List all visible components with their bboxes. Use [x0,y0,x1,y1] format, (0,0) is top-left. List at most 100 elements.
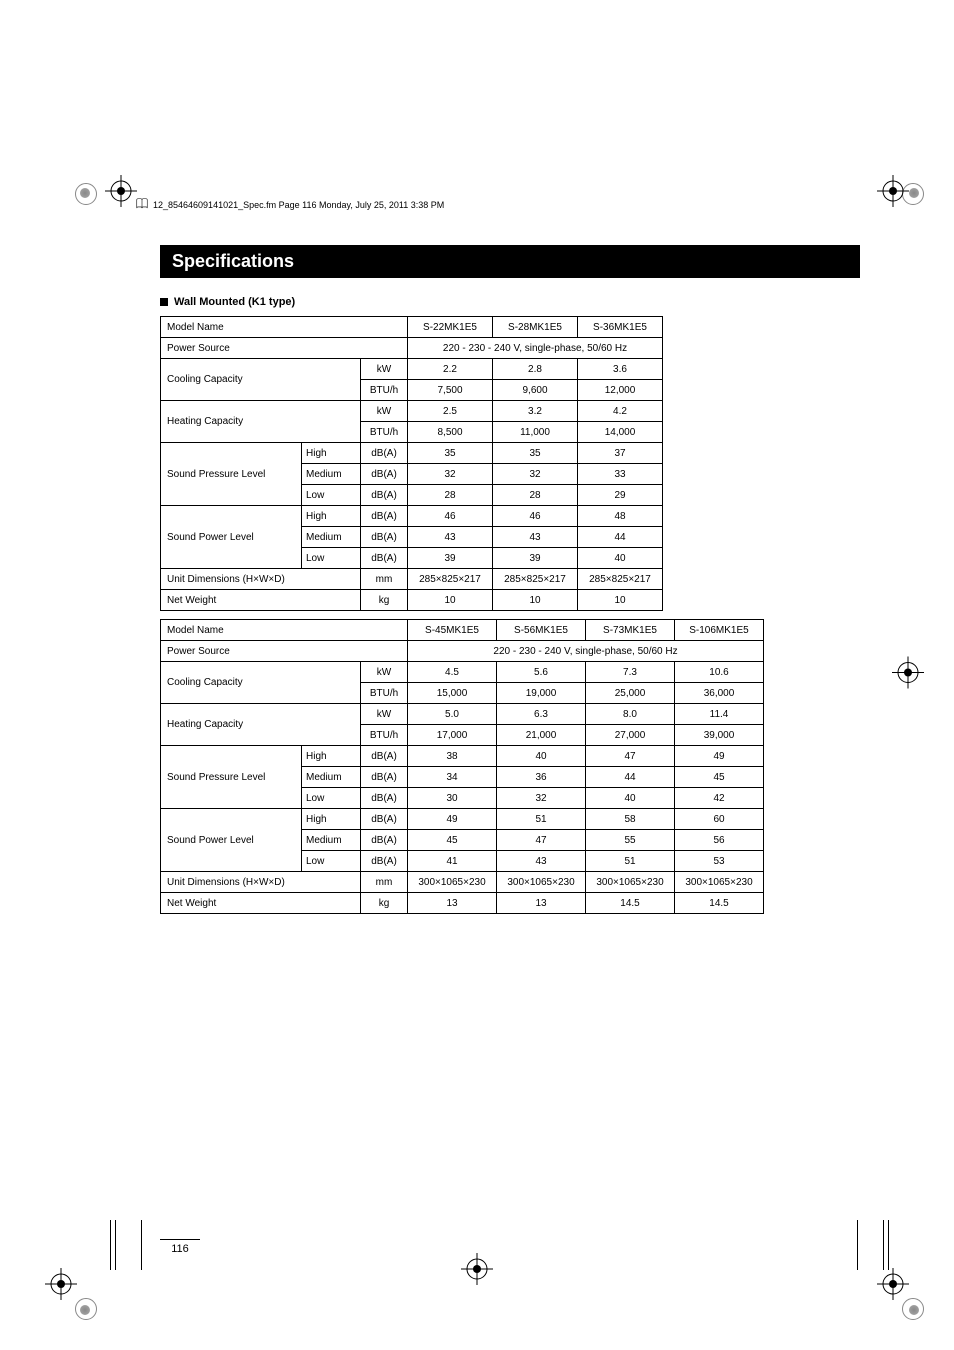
cell: 2.2 [408,359,493,380]
cell: 14.5 [675,893,764,914]
unit-btu: BTU/h [361,422,408,443]
cell: 13 [497,893,586,914]
model-name-val: S-22MK1E5 [408,317,493,338]
registration-target-bottom [461,1253,493,1290]
unit-db: dB(A) [361,851,408,872]
level-low: Low [302,851,361,872]
page: 12_85464609141021_Spec.fm Page 116 Monda… [0,0,954,1350]
model-name-label: Model Name [161,620,408,641]
table-row: Unit Dimensions (H×W×D) mm 285×825×217 2… [161,569,663,590]
spl-label: Sound Pressure Level [161,443,302,506]
table-row: Sound Power Level High dB(A) 46 46 48 [161,506,663,527]
table-row: Model Name S-22MK1E5 S-28MK1E5 S-36MK1E5 [161,317,663,338]
registration-target-br [877,1268,909,1305]
page-number: 116 [160,1239,200,1255]
unit-db: dB(A) [361,767,408,788]
cell: 51 [586,851,675,872]
document-path-header: 12_85464609141021_Spec.fm Page 116 Monda… [135,197,444,213]
unit-kw: kW [361,704,408,725]
cell: 3.6 [578,359,663,380]
cell: 34 [408,767,497,788]
level-low: Low [302,788,361,809]
registration-target-tr [877,175,909,212]
power-source-label: Power Source [161,641,408,662]
spw-label: Sound Power Level [161,506,302,569]
cell: 8,500 [408,422,493,443]
table-row: Cooling Capacity kW 4.5 5.6 7.3 10.6 [161,662,764,683]
cell: 10 [493,590,578,611]
cell: 60 [675,809,764,830]
cell: 36,000 [675,683,764,704]
table-row: Sound Power Level High dB(A) 49 51 58 60 [161,809,764,830]
power-source-val: 220 - 230 - 240 V, single-phase, 50/60 H… [408,641,764,662]
unit-db: dB(A) [361,527,408,548]
cell: 285×825×217 [578,569,663,590]
registration-target-bl [45,1268,77,1305]
model-name-val: S-28MK1E5 [493,317,578,338]
cell: 37 [578,443,663,464]
unit-db: dB(A) [361,746,408,767]
cell: 14.5 [586,893,675,914]
level-low: Low [302,485,361,506]
cooling-label: Cooling Capacity [161,662,361,704]
cell: 25,000 [586,683,675,704]
model-name-val: S-56MK1E5 [497,620,586,641]
model-name-val: S-45MK1E5 [408,620,497,641]
cell: 43 [497,851,586,872]
crop-circle-br-inner [909,1305,919,1315]
cell: 38 [408,746,497,767]
cell: 56 [675,830,764,851]
heating-label: Heating Capacity [161,401,361,443]
spec-table-1: Model Name S-22MK1E5 S-28MK1E5 S-36MK1E5… [160,316,663,611]
cell: 32 [493,464,578,485]
dims-label: Unit Dimensions (H×W×D) [161,569,361,590]
cell: 5.6 [497,662,586,683]
cell: 36 [497,767,586,788]
square-bullet-icon [160,298,168,306]
level-high: High [302,506,361,527]
level-low: Low [302,548,361,569]
table-row: Power Source 220 - 230 - 240 V, single-p… [161,338,663,359]
cell: 45 [675,767,764,788]
cell: 300×1065×230 [408,872,497,893]
unit-kw: kW [361,359,408,380]
cell: 43 [493,527,578,548]
unit-db: dB(A) [361,548,408,569]
cell: 32 [497,788,586,809]
cell: 28 [408,485,493,506]
cell: 47 [497,830,586,851]
cell: 43 [408,527,493,548]
registration-target-right [892,657,924,694]
cell: 49 [675,746,764,767]
table-row: Sound Pressure Level High dB(A) 35 35 37 [161,443,663,464]
unit-kw: kW [361,662,408,683]
table-row: Heating Capacity kW 5.0 6.3 8.0 11.4 [161,704,764,725]
unit-db: dB(A) [361,809,408,830]
heating-label: Heating Capacity [161,704,361,746]
cell: 55 [586,830,675,851]
cell: 5.0 [408,704,497,725]
cell: 40 [497,746,586,767]
cell: 33 [578,464,663,485]
cell: 10.6 [675,662,764,683]
cell: 11.4 [675,704,764,725]
cell: 48 [578,506,663,527]
level-high: High [302,443,361,464]
weight-label: Net Weight [161,893,361,914]
table-row: Cooling Capacity kW 2.2 2.8 3.6 [161,359,663,380]
cell: 35 [408,443,493,464]
unit-kg: kg [361,893,408,914]
cell: 4.2 [578,401,663,422]
cell: 10 [578,590,663,611]
cell: 285×825×217 [408,569,493,590]
cell: 300×1065×230 [586,872,675,893]
cell: 51 [497,809,586,830]
unit-mm: mm [361,569,408,590]
cell: 300×1065×230 [675,872,764,893]
power-source-label: Power Source [161,338,408,359]
unit-btu: BTU/h [361,380,408,401]
model-name-val: S-36MK1E5 [578,317,663,338]
level-medium: Medium [302,527,361,548]
cell: 2.8 [493,359,578,380]
cell: 39,000 [675,725,764,746]
